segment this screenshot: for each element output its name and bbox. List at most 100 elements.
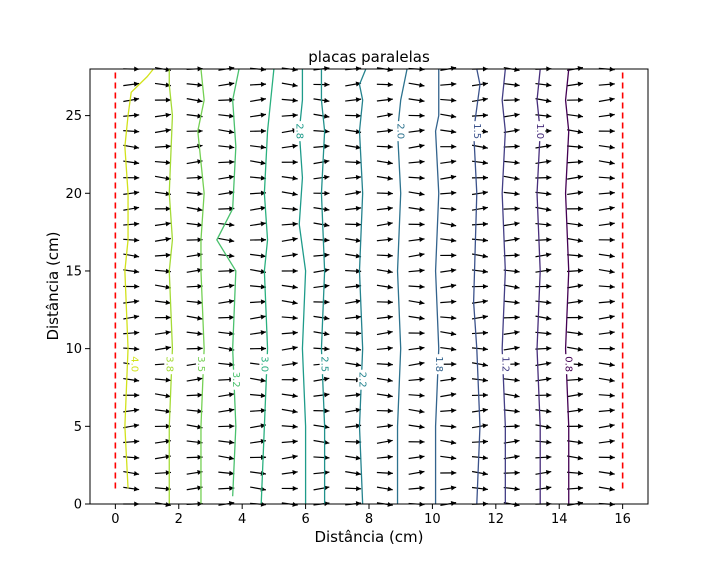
quiver-arrow xyxy=(567,174,584,180)
contour-line: 2.2 xyxy=(357,68,368,505)
quiver-arrow xyxy=(123,470,140,476)
quiver-arrow xyxy=(471,97,488,103)
quiver-arrow xyxy=(345,268,362,274)
quiver-arrow xyxy=(154,112,171,118)
quiver-arrow xyxy=(345,346,362,352)
quiver-arrow xyxy=(567,392,584,398)
quiver-arrow xyxy=(376,345,393,351)
quiver-arrow xyxy=(408,330,425,336)
quiver-arrow xyxy=(281,236,298,242)
quiver-arrow xyxy=(186,252,203,258)
quiver-arrow xyxy=(186,439,203,445)
quiver-arrow xyxy=(313,485,330,491)
quiver-arrow xyxy=(598,160,615,166)
quiver-arrow xyxy=(313,439,330,445)
quiver-arrow xyxy=(186,424,203,430)
quiver-arrow xyxy=(408,424,425,430)
quiver-arrow xyxy=(123,190,140,196)
quiver-arrow xyxy=(218,113,235,119)
quiver-arrow xyxy=(186,128,203,134)
quiver-arrow xyxy=(154,438,171,444)
quiver-arrow xyxy=(567,331,584,336)
x-tick-label: 10 xyxy=(424,512,441,527)
contour-label: 2.8 xyxy=(293,123,304,139)
quiver-arrow xyxy=(345,455,362,461)
quiver-arrow xyxy=(281,97,298,103)
quiver-arrow xyxy=(408,128,425,134)
quiver-arrow xyxy=(471,455,488,461)
quiver-arrow xyxy=(376,221,393,227)
quiver-arrow xyxy=(345,159,362,165)
x-tick-label: 6 xyxy=(301,512,309,527)
quiver-arrow xyxy=(471,346,488,352)
quiver-arrow xyxy=(408,175,425,181)
quiver-arrow xyxy=(186,485,203,491)
quiver-arrow xyxy=(123,221,140,227)
quiver-arrow xyxy=(123,144,140,150)
quiver-arrow xyxy=(186,299,203,305)
quiver-arrow xyxy=(567,237,584,243)
quiver-arrow xyxy=(567,97,584,103)
x-tick-label: 12 xyxy=(488,512,505,527)
quiver-arrow xyxy=(218,81,235,87)
quiver-arrow xyxy=(567,501,584,506)
quiver-arrow xyxy=(376,268,393,274)
quiver-arrow xyxy=(154,393,171,399)
quiver-arrow xyxy=(535,469,552,475)
quiver-arrow xyxy=(376,144,393,150)
quiver-arrow xyxy=(154,408,171,414)
quiver-arrow xyxy=(154,159,171,165)
quiver-arrow xyxy=(154,143,171,149)
quiver-arrow xyxy=(313,159,330,165)
quiver-arrow xyxy=(345,144,362,150)
quiver-arrow xyxy=(154,67,171,72)
quiver-arrow xyxy=(281,439,298,445)
quiver-arrow xyxy=(376,438,393,444)
y-tick-label: 20 xyxy=(65,187,82,202)
quiver-arrow xyxy=(503,501,520,507)
quiver-arrow xyxy=(471,221,488,227)
quiver-arrow xyxy=(123,314,140,320)
contour-line: 4.0 xyxy=(124,68,154,489)
quiver-arrow xyxy=(345,113,362,119)
quiver-arrow xyxy=(218,485,235,491)
quiver-arrow xyxy=(376,330,393,336)
x-tick-label: 4 xyxy=(238,512,246,527)
quiver-arrow xyxy=(503,206,520,212)
quiver-arrow xyxy=(281,191,298,197)
quiver-arrow xyxy=(535,143,552,149)
quiver-arrow xyxy=(281,408,298,414)
quiver-arrow xyxy=(281,252,298,258)
quiver-arrow xyxy=(598,346,615,352)
quiver-arrow xyxy=(218,222,235,228)
quiver-arrow xyxy=(503,128,520,134)
quiver-arrow xyxy=(376,160,393,166)
x-tick-label: 16 xyxy=(614,512,631,527)
quiver-arrow xyxy=(281,206,298,212)
contour-line: 1.0 xyxy=(534,68,546,504)
quiver-arrow xyxy=(567,222,584,228)
quiver-arrow xyxy=(313,128,330,134)
quiver-arrow xyxy=(313,470,330,476)
quiver-arrow xyxy=(313,143,330,149)
quiver-arrow xyxy=(281,377,298,383)
quiver-arrow xyxy=(218,314,235,320)
quiver-arrow xyxy=(218,407,235,413)
quiver-arrow xyxy=(345,174,362,180)
quiver-arrow xyxy=(154,252,171,258)
quiver-arrow xyxy=(408,82,425,88)
quiver-arrow xyxy=(471,392,488,398)
quiver-arrow xyxy=(503,66,520,72)
quiver-arrow xyxy=(218,159,235,165)
quiver-arrow xyxy=(471,486,488,492)
quiver-arrow xyxy=(186,408,203,414)
quiver-arrow xyxy=(186,237,203,243)
quiver-arrow xyxy=(281,345,298,351)
quiver-arrow xyxy=(250,423,267,429)
quiver-arrow xyxy=(408,191,425,197)
quiver-arrow xyxy=(535,299,552,305)
quiver-arrow xyxy=(345,205,362,211)
quiver-arrow xyxy=(408,376,425,382)
quiver-arrow xyxy=(345,221,362,227)
quiver-arrow xyxy=(376,205,393,211)
